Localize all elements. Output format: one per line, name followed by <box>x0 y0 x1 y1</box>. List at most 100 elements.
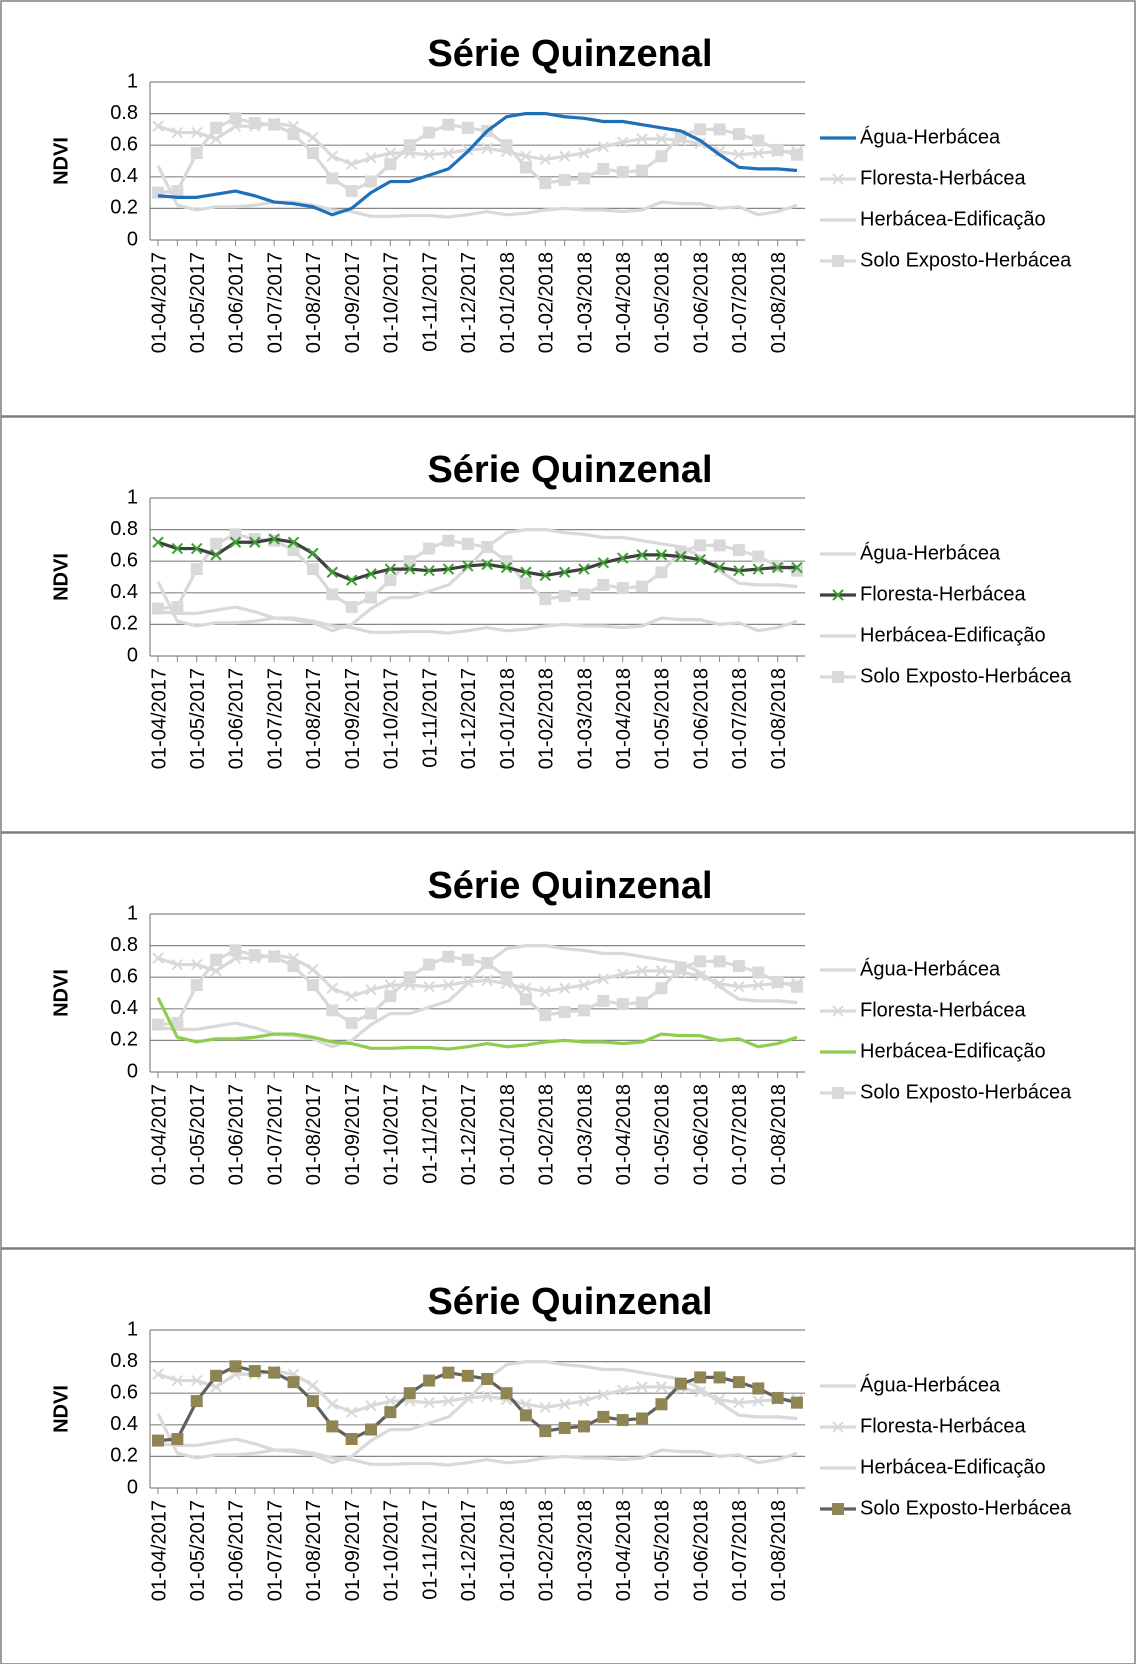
series-marker <box>345 1017 358 1030</box>
series-marker <box>403 1387 416 1400</box>
y-tick-label: 1 <box>127 70 138 92</box>
series-marker <box>752 563 764 575</box>
panel-border <box>0 832 1136 1249</box>
series-marker <box>791 561 803 574</box>
series-marker <box>229 1360 242 1373</box>
y-tick-label: 0.8 <box>110 1350 138 1372</box>
x-tick-label: 01-10/2017 <box>381 252 403 353</box>
chart-panel: Série Quinzenal NDVI 0 0.2 0.4 0.6 0.8 1 01-04/2… <box>0 416 1136 833</box>
x-tick-label: 01-10/2017 <box>381 1500 403 1601</box>
series-marker <box>694 1371 707 1384</box>
x-tick-label: 01-08/2017 <box>303 1084 325 1185</box>
series-marker <box>597 557 610 569</box>
y-tick-label: 0.4 <box>110 165 138 187</box>
x-tick-label: 01-10/2017 <box>381 1084 403 1185</box>
series-line <box>157 1360 798 1465</box>
series-marker <box>771 143 784 156</box>
series-marker <box>539 1401 551 1414</box>
series-marker <box>190 563 203 576</box>
series-marker <box>326 982 338 994</box>
series-marker <box>268 118 281 131</box>
panel-border <box>0 0 1136 417</box>
series-marker <box>345 158 358 170</box>
series-marker <box>636 965 648 977</box>
series-marker <box>210 953 223 966</box>
series-marker <box>287 128 300 141</box>
series-marker <box>171 601 184 614</box>
series-marker <box>229 944 242 957</box>
series-marker <box>539 569 551 582</box>
series-marker <box>423 564 435 577</box>
legend-label: Solo Exposto-Herbácea <box>860 249 1072 271</box>
series-marker <box>578 147 590 159</box>
y-tick-label: 0 <box>127 1060 138 1082</box>
x-tick-label: 01-01/2018 <box>497 1500 519 1601</box>
series-marker <box>190 979 203 992</box>
series-marker <box>578 979 590 991</box>
series-marker <box>152 1434 164 1447</box>
x-tick-label: 01-11/2017 <box>419 1084 441 1184</box>
x-tick-label: 01-03/2018 <box>574 252 596 353</box>
legend-marker <box>832 173 844 185</box>
series-marker <box>752 979 764 991</box>
series-marker <box>307 963 319 976</box>
series-line <box>157 112 798 217</box>
series-marker <box>500 139 513 152</box>
series-marker <box>732 128 745 141</box>
series-marker <box>481 540 494 553</box>
series-marker <box>481 956 494 969</box>
series-marker <box>481 142 493 155</box>
series-marker <box>713 561 726 574</box>
series-marker <box>500 561 513 574</box>
series-marker <box>636 996 649 1009</box>
series-marker <box>268 533 280 545</box>
x-tick-label: 01-04/2017 <box>148 1084 170 1185</box>
series-marker <box>442 534 455 547</box>
y-axis-label: NDVI <box>50 1385 72 1433</box>
series-marker <box>713 1371 726 1384</box>
legend-label: Herbácea-Edificação <box>860 1040 1046 1062</box>
series-marker <box>713 145 726 158</box>
legend-label: Água-Herbácea <box>860 125 1001 148</box>
x-tick-label: 01-04/2018 <box>613 252 635 353</box>
x-tick-label: 01-05/2017 <box>187 1500 209 1601</box>
series-marker <box>752 1395 764 1407</box>
series-marker <box>713 1393 726 1406</box>
x-tick-label: 01-07/2018 <box>729 1084 751 1185</box>
series-line <box>157 537 797 582</box>
x-tick-label: 01-04/2017 <box>148 1500 170 1601</box>
series-marker <box>694 123 707 136</box>
series-marker <box>481 1390 493 1403</box>
series-marker <box>442 563 455 575</box>
series-marker <box>423 958 436 971</box>
series-marker <box>636 1381 648 1393</box>
series-marker <box>248 949 261 962</box>
series-marker <box>655 133 668 145</box>
series-marker <box>752 1382 765 1395</box>
series-line <box>157 116 798 195</box>
series-marker <box>655 566 668 579</box>
x-tick-label: 01-02/2018 <box>536 1084 558 1185</box>
series-marker <box>617 552 629 564</box>
x-tick-label: 01-04/2018 <box>613 1084 635 1185</box>
series-marker <box>268 950 281 963</box>
legend-label: Solo Exposto-Herbácea <box>860 1081 1072 1103</box>
series-marker <box>423 1396 435 1409</box>
series-marker <box>462 1392 474 1404</box>
series-marker <box>326 172 339 185</box>
legend-label: Floresta-Herbácea <box>860 1415 1027 1437</box>
series-marker <box>733 148 745 161</box>
series-marker <box>597 141 610 153</box>
panel-border <box>0 416 1136 833</box>
series-marker <box>423 980 435 993</box>
series-marker <box>287 536 300 548</box>
legend-label: Herbácea-Edificação <box>860 624 1046 646</box>
series-marker <box>713 955 726 968</box>
series-marker <box>307 1379 319 1392</box>
series-marker <box>675 550 687 563</box>
x-tick-label: 01-01/2018 <box>497 252 519 353</box>
x-tick-label: 01-09/2017 <box>342 668 364 769</box>
series-marker <box>249 536 261 548</box>
series-line <box>156 581 798 635</box>
chart-title: Série Quinzenal <box>427 449 712 491</box>
